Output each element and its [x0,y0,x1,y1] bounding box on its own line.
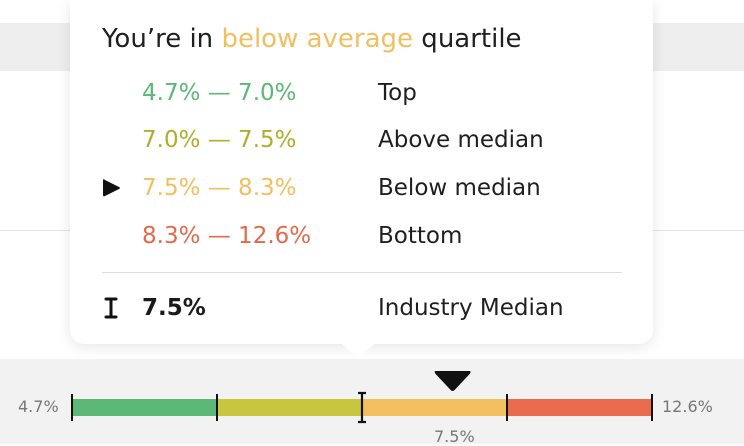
quartile-label: Top [378,80,417,106]
scale-max-label: 12.6% [662,397,713,416]
headline-quartile-highlight: below average [221,24,414,54]
quartile-range: 7.5% — 8.3% [142,175,297,201]
quartile-row-top: 4.7% — 7.0% Top [70,76,630,110]
quartile-headline: You’re in below average quartile [102,24,522,54]
quartile-row-above-median: 7.0% — 7.5% Above median [70,123,630,157]
tooltip-pointer [341,343,375,359]
i-beam-median-icon [104,297,118,319]
scale-segment-1 [217,399,362,416]
scale-min-label: 4.7% [18,397,59,416]
scale-median-label: 7.5% [434,427,475,446]
quartile-range: 8.3% — 12.6% [142,223,312,249]
quartile-tooltip: You’re in below average quartile 4.7% — … [70,0,653,344]
quartile-row-bottom: 8.3% — 12.6% Bottom [70,219,630,253]
scale-segment-3 [507,399,652,416]
quartile-range: 4.7% — 7.0% [142,80,297,106]
headline-suffix: quartile [413,24,522,54]
scale-segment-2 [362,399,507,416]
industry-median-label: Industry Median [378,295,564,321]
quartile-range: 7.0% — 7.5% [142,127,297,153]
current-position-marker-icon[interactable] [434,371,471,391]
tooltip-divider [102,272,622,273]
headline-prefix: You’re in [102,24,222,54]
quartile-label: Below median [378,175,541,201]
quartile-label: Bottom [378,223,463,249]
scale-segment-0 [72,399,217,416]
benchmark-scale-bar[interactable] [0,360,744,430]
quartile-label: Above median [378,127,544,153]
industry-median-row: 7.5% Industry Median [70,291,630,325]
industry-median-value: 7.5% [142,295,206,321]
median-marker-icon [358,391,366,424]
triangle-right-icon [103,179,120,197]
quartile-row-below-median: 7.5% — 8.3% Below median [70,171,630,205]
